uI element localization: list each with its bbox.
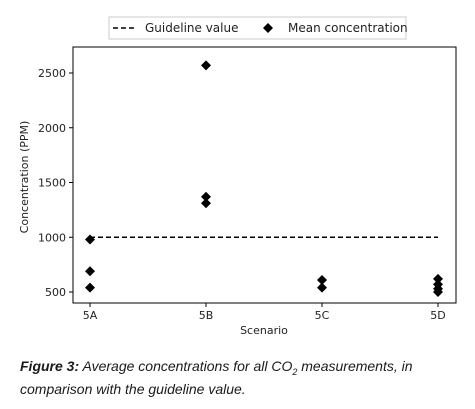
caption-text-1: Average concentrations for all CO: [79, 358, 293, 374]
y-tick-label: 500: [45, 286, 66, 299]
x-axis-title: Scenario: [240, 324, 288, 337]
data-point-diamond: [201, 191, 211, 202]
x-tick-label: 5C: [315, 309, 330, 322]
axes-frame: [72, 46, 457, 304]
legend-box: [108, 16, 407, 40]
data-point-diamond: [201, 60, 211, 71]
y-tick-label: 1000: [38, 231, 66, 244]
data-point-diamond: [433, 287, 443, 297]
caption-subscript: 2: [292, 366, 298, 377]
x-tick-label: 5D: [430, 309, 445, 322]
data-point-diamond: [433, 273, 443, 284]
caption-lead: Figure 3:: [20, 358, 80, 374]
y-tick-label: 2500: [38, 67, 66, 80]
data-point-diamond: [317, 282, 327, 293]
x-tick-label: 5B: [199, 309, 214, 322]
legend: Guideline value Mean concentration: [108, 16, 408, 40]
caption-text-2: measurements, in comparison with the gui…: [20, 358, 413, 397]
x-tick-label: 5A: [83, 309, 98, 322]
legend-label-guideline: Guideline value: [145, 21, 239, 35]
x-axis-ticks: 5A 5B 5C 5D: [83, 303, 446, 322]
data-point-diamond: [317, 274, 327, 285]
y-axis-ticks: 500 1000 1500 2000 2500: [38, 67, 73, 299]
legend-label-mean: Mean concentration: [288, 21, 408, 35]
y-tick-label: 1500: [38, 177, 66, 190]
data-point-diamond: [85, 234, 95, 245]
legend-diamond-swatch: [263, 23, 273, 33]
figure-caption: Figure 3: Average concentrations for all…: [20, 358, 460, 398]
data-point-diamond: [85, 282, 95, 293]
data-point-diamond: [85, 266, 95, 277]
y-axis-title: Concentration (PPM): [18, 121, 31, 234]
points-layer: [85, 60, 443, 297]
y-tick-label: 2000: [38, 122, 66, 135]
plot-area-frame: [72, 46, 457, 304]
data-point-diamond: [201, 198, 211, 209]
